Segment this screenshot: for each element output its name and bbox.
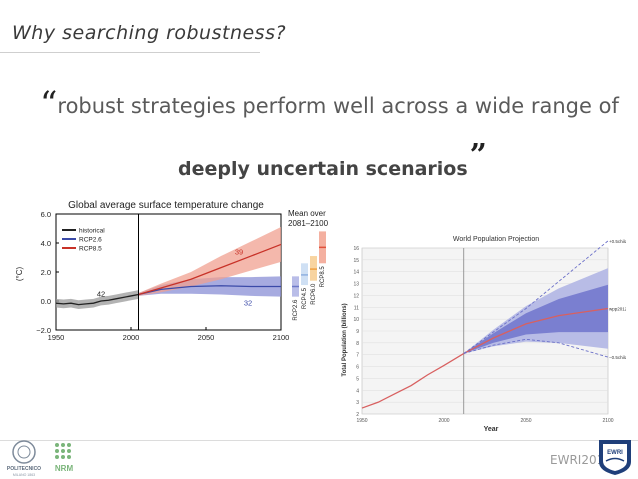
pop-y-tick-label: 14 xyxy=(353,270,359,276)
pop-band-80 xyxy=(362,284,608,409)
temp-x-tick-label: 2000 xyxy=(123,333,140,342)
pop-y-tick-label: 6 xyxy=(356,365,359,371)
pop-y-tick-label: 12 xyxy=(353,293,359,299)
temp-band-RCP8.5 xyxy=(138,227,281,296)
rcp-label: RCP8.5 xyxy=(320,266,326,288)
close-quote-mark: ” xyxy=(469,138,487,173)
pop-y-tick-label: 7 xyxy=(356,353,359,359)
footer-text: EWRI2016 xyxy=(550,453,612,467)
temp-annotation: 39 xyxy=(235,248,243,257)
pop-series-line-plus xyxy=(463,240,609,354)
polimi-seal-icon xyxy=(12,440,36,464)
pop-y-tick-label: 13 xyxy=(353,282,359,288)
rcp-label: RCP2.6 xyxy=(293,299,299,321)
temp-annotation: 32 xyxy=(244,298,252,307)
side-panel-title-2: 2081–2100 xyxy=(288,219,329,228)
temp-y-tick-label: 0.0 xyxy=(41,297,51,306)
pop-y-tick-label: 10 xyxy=(353,317,359,323)
pop-series-label: +0.5child xyxy=(609,239,626,244)
ewri-logo: EWRI xyxy=(599,440,631,475)
pop-y-tick-label: 16 xyxy=(353,246,359,252)
pop-y-axis-label: Total Population (billions) xyxy=(342,303,348,376)
nrm-dots-icon xyxy=(55,443,71,459)
legend-label-RCP8.5: RCP8.5 xyxy=(79,246,102,253)
pop-x-tick-label: 1950 xyxy=(356,418,367,424)
temp-plot-area: Global average surface temperature chang… xyxy=(15,200,329,342)
quote-line-2: deeply uncertain scenarios” xyxy=(178,138,487,180)
pop-chart-title: World Population Projection xyxy=(453,236,539,243)
temp-y-tick-label: 2.0 xyxy=(41,268,51,277)
population-chart: World Population Projection Year Total P… xyxy=(336,230,626,435)
pop-y-tick-label: 4 xyxy=(356,388,359,394)
temp-series-line-RCP2.6 xyxy=(138,285,281,296)
pop-series-line-median xyxy=(361,307,609,409)
temp-y-tick-label: −2.0 xyxy=(36,326,51,335)
quote-text-1: robust strategies perform well across a … xyxy=(57,94,619,118)
temp-y-tick-label: 6.0 xyxy=(41,210,51,219)
temp-annotation: 42 xyxy=(97,290,105,299)
side-panel-title-1: Mean over xyxy=(288,209,326,218)
ewri-logo-text: EWRI xyxy=(607,450,623,456)
temp-series-line-RCP8.5 xyxy=(138,243,282,296)
pop-y-tick-label: 8 xyxy=(356,341,359,347)
politecnico-logo: POLITECNICO MILANO 1863 xyxy=(7,440,41,477)
temp-chart-title: Global average surface temperature chang… xyxy=(68,200,264,211)
temp-x-tick-label: 2050 xyxy=(198,333,215,342)
pop-x-tick-label: 2050 xyxy=(520,418,531,424)
quote-text-2: deeply uncertain scenarios xyxy=(178,158,468,180)
pop-y-tick-label: 9 xyxy=(356,329,359,335)
title-underline xyxy=(0,52,260,53)
pop-series-label: −0.5child xyxy=(609,355,626,360)
temp-y-axis-label: (°C) xyxy=(15,267,24,282)
nrm-logo: NRM xyxy=(55,443,74,473)
temp-series-line-historical xyxy=(55,293,139,306)
open-quote-mark: “ xyxy=(40,84,58,124)
slide-title: Why searching robustness? xyxy=(12,22,287,44)
pop-series-label: wpp2012 xyxy=(609,306,626,311)
footer-divider xyxy=(0,440,638,441)
rcp-label: RCP4.5 xyxy=(302,287,308,309)
pop-y-tick-label: 11 xyxy=(354,305,359,311)
pop-y-tick-label: 2 xyxy=(356,412,359,418)
temp-legend: historical RCP2.6 RCP8.5 xyxy=(62,228,105,253)
temp-x-tick-label: 1950 xyxy=(48,333,65,342)
temp-x-tick-label: 2100 xyxy=(273,333,290,342)
legend-label-historical: historical xyxy=(79,228,105,235)
pop-y-tick-label: 3 xyxy=(356,400,359,406)
polimi-logo-line-1: POLITECNICO xyxy=(7,466,41,472)
rcp-label: RCP6.0 xyxy=(311,283,317,305)
legend-label-RCP2.6: RCP2.6 xyxy=(79,237,102,244)
polimi-logo-line-2: MILANO 1863 xyxy=(13,473,35,477)
pop-x-axis-label: Year xyxy=(484,426,499,433)
nrm-logo-text: NRM xyxy=(55,464,74,473)
temperature-chart: Global average surface temperature chang… xyxy=(15,200,329,342)
pop-y-tick-label: 15 xyxy=(353,258,359,264)
pop-x-tick-label: 2100 xyxy=(602,418,613,424)
temp-y-tick-label: 4.0 xyxy=(41,239,51,248)
pop-series-line-minus xyxy=(463,338,609,358)
pop-y-tick-label: 5 xyxy=(356,376,359,382)
quote-line-1: “robust strategies perform well across a… xyxy=(40,84,619,124)
pop-x-tick-label: 2000 xyxy=(438,418,449,424)
